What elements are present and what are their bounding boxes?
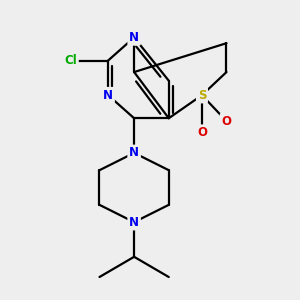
Text: S: S [198, 89, 206, 102]
Text: O: O [197, 126, 207, 139]
Text: O: O [221, 115, 232, 128]
Text: N: N [129, 31, 139, 44]
Text: N: N [129, 146, 139, 159]
Text: Cl: Cl [64, 54, 77, 67]
Text: N: N [103, 89, 113, 102]
Text: N: N [129, 216, 139, 229]
